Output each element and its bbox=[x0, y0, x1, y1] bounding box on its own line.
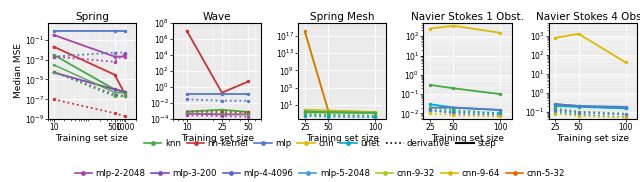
X-axis label: Training set size: Training set size bbox=[56, 134, 129, 143]
Y-axis label: Median MSE: Median MSE bbox=[14, 43, 23, 98]
Title: Spring: Spring bbox=[75, 12, 109, 22]
X-axis label: Training set size: Training set size bbox=[431, 134, 504, 143]
Title: Navier Stokes 4 Obst.: Navier Stokes 4 Obst. bbox=[536, 12, 640, 22]
Legend: mlp-2-2048, mlp-3-200, mlp-4-4096, mlp-5-2048, cnn-9-32, cnn-9-64, cnn-5-32: mlp-2-2048, mlp-3-200, mlp-4-4096, mlp-5… bbox=[75, 169, 565, 178]
Title: Spring Mesh: Spring Mesh bbox=[310, 12, 374, 22]
Title: Navier Stokes 1 Obst.: Navier Stokes 1 Obst. bbox=[411, 12, 524, 22]
X-axis label: Training set size: Training set size bbox=[556, 134, 629, 143]
Legend: knn, nn-kernel, mlp, cnn, unet, derivative, step: knn, nn-kernel, mlp, cnn, unet, derivati… bbox=[144, 139, 496, 148]
X-axis label: Training set size: Training set size bbox=[306, 134, 379, 143]
Title: Wave: Wave bbox=[203, 12, 232, 22]
X-axis label: Training set size: Training set size bbox=[180, 134, 253, 143]
